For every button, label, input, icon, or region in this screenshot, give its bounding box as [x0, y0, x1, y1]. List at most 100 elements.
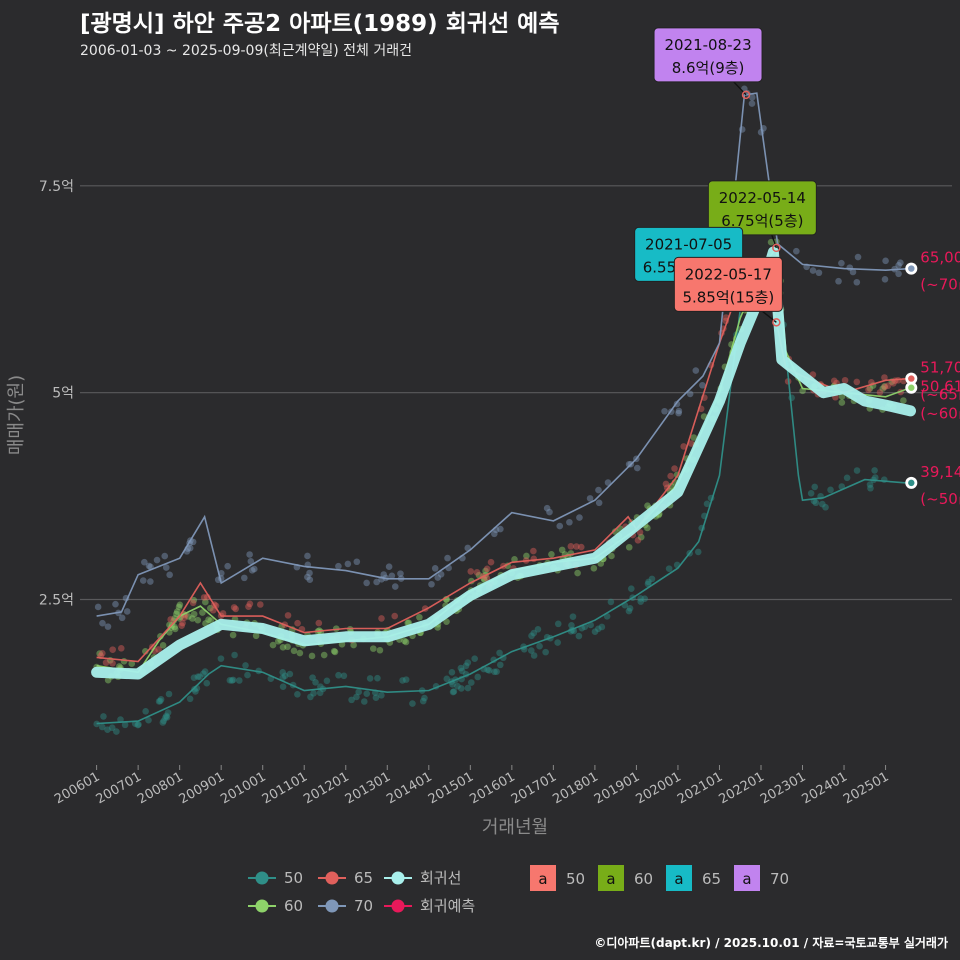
x-tick-label: 201101	[260, 769, 310, 807]
chart-subtitle: 2006-01-03 ~ 2025-09-09(최근계약일) 전체 거래건	[80, 43, 412, 59]
scatter-point-70	[250, 565, 258, 573]
scatter-point-70	[153, 556, 161, 564]
scatter-point-60	[625, 543, 633, 551]
scatter-point-65	[200, 594, 208, 601]
scatter-point-70	[661, 407, 668, 415]
forecast-area-label: (~60㎡)	[920, 405, 960, 423]
y-axis-label: 매매가(원)	[6, 375, 27, 455]
scatter-point-50	[281, 672, 289, 680]
scatter-point-50	[242, 662, 249, 669]
scatter-point-70	[809, 267, 817, 274]
scatter-point-60	[879, 385, 887, 392]
scatter-point-60	[176, 601, 184, 609]
legend-dot-forecast	[391, 899, 405, 913]
scatter-point-50	[312, 679, 319, 686]
scatter-point-60	[866, 385, 874, 392]
annotation-value: 8.6억(9층)	[672, 59, 745, 77]
scatter-point-65	[830, 377, 838, 385]
forecast-point-core-65	[908, 375, 915, 382]
scatter-point-60	[194, 616, 202, 624]
scatter-point-70	[112, 600, 119, 608]
scatter-point-60	[667, 482, 675, 490]
scatter-point-60	[548, 551, 555, 558]
scatter-point-65	[232, 605, 240, 613]
scatter-point-60	[416, 613, 423, 621]
scatter-point-60	[96, 650, 103, 657]
forecast-area-label: (~70㎡)	[920, 276, 960, 294]
scatter-point-65	[876, 389, 884, 396]
scatter-point-65	[577, 543, 585, 551]
scatter-point-50	[457, 685, 465, 692]
x-tick-label: 200601	[52, 769, 102, 807]
x-tick-label: 201701	[509, 769, 559, 807]
scatter-point-70	[838, 259, 845, 267]
y-tick-label: 2.5억	[39, 593, 74, 609]
scatter-point-50	[164, 709, 172, 716]
x-tick-label: 200801	[135, 769, 185, 807]
scatter-point-70	[391, 583, 399, 590]
scatter-point-70	[373, 578, 380, 586]
annotation-value: 5.85억(15층)	[682, 288, 774, 306]
scatter-point-60	[190, 610, 198, 618]
scatter-point-60	[202, 598, 209, 606]
scatter-point-50	[811, 483, 819, 491]
scatter-point-50	[402, 676, 410, 683]
scatter-point-50	[201, 668, 209, 675]
legend-dot-65	[325, 871, 339, 885]
scatter-point-70	[166, 571, 173, 579]
scatter-point-70	[247, 558, 255, 565]
scatter-point-70	[748, 94, 756, 101]
forecast-value-label: 51,700	[920, 359, 960, 377]
scatter-point-50	[231, 651, 238, 659]
annotation-box	[653, 27, 763, 83]
legend-label: 50	[284, 869, 303, 887]
scatter-point-60	[296, 649, 304, 657]
x-tick-label: 201901	[592, 769, 642, 807]
scatter-point-60	[401, 637, 408, 645]
scatter-point-65	[680, 443, 687, 450]
x-tick-label: 201201	[301, 769, 351, 807]
scatter-point-65	[391, 612, 398, 620]
scatter-point-60	[350, 641, 357, 649]
scatter-point-60	[881, 382, 888, 390]
scatter-point-50	[648, 575, 656, 583]
scatter-point-50	[464, 684, 472, 692]
scatter-point-50	[450, 688, 458, 695]
scatter-point-65	[853, 378, 861, 386]
scatter-point-50	[807, 490, 815, 497]
scatter-point-70	[94, 603, 102, 611]
annotation-point	[772, 243, 781, 253]
scatter-point-50	[607, 598, 615, 606]
scatter-point-50	[335, 671, 342, 679]
scatter-point-65	[155, 646, 162, 653]
annotation-point	[772, 318, 781, 327]
scatter-point-70	[241, 574, 248, 582]
scatter-point-50	[145, 716, 152, 724]
scatter-point-50	[162, 714, 169, 721]
legend-box	[530, 865, 556, 891]
x-tick-label: 201801	[550, 769, 600, 807]
scatter-point-60	[330, 647, 338, 655]
scatter-point-50	[575, 632, 583, 640]
scatter-point-50	[871, 474, 879, 481]
legend-box	[598, 865, 624, 891]
scatter-point-70	[738, 126, 746, 133]
scatter-point-50	[310, 690, 317, 697]
scatter-point-65	[884, 382, 892, 390]
scatter-point-65	[102, 659, 110, 666]
scatter-point-70	[161, 552, 169, 560]
scatter-point-65	[634, 537, 642, 544]
scatter-point-65	[109, 659, 116, 667]
scatter-point-60	[173, 610, 180, 618]
scatter-point-70	[692, 367, 700, 374]
scatter-point-50	[496, 661, 504, 669]
scatter-point-60	[120, 657, 128, 665]
scatter-point-70	[224, 562, 231, 570]
scatter-point-60	[443, 618, 450, 625]
scatter-point-70	[189, 538, 197, 546]
scatter-point-60	[207, 604, 214, 612]
scatter-point-50	[568, 621, 575, 629]
scatter-point-70	[853, 278, 861, 286]
scatter-point-60	[644, 502, 651, 509]
